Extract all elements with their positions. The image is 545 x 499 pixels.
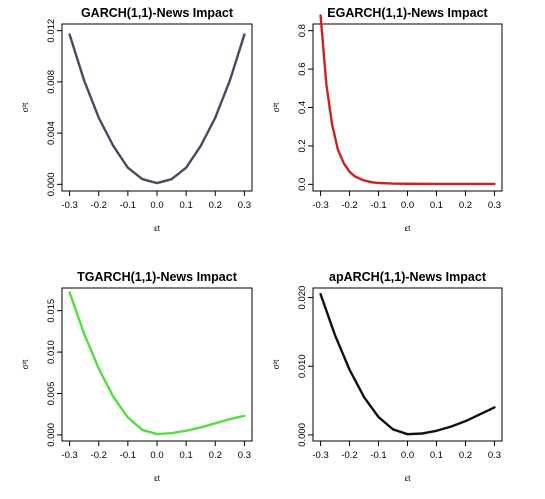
x-tick-label: 0.2 [209,200,222,211]
plot-frame [312,23,503,192]
y-tick-label: 0.008 [46,70,57,94]
series-line [319,14,496,186]
y-tick-label: 0.000 [297,423,308,447]
y-tick-label: 0.2 [297,139,308,152]
y-tick-label: 0.012 [46,19,57,43]
x-tick-label: 0.0 [401,200,414,211]
x-tick-label: -0.3 [61,200,77,211]
y-axis-label: σ²t [272,359,281,370]
x-tick-label: 0.2 [209,450,222,461]
series-line [319,292,496,436]
x-tick-label: -0.1 [370,200,386,211]
x-tick-label: 0.3 [238,200,251,211]
x-tick-label: -0.2 [91,200,107,211]
x-tick-label: 0.1 [430,200,443,211]
x-tick-label: -0.3 [312,200,328,211]
x-axis-label: εt [405,474,412,483]
y-tick-label: 0.005 [46,382,57,406]
y-axis-label: σ²t [21,359,30,370]
x-tick-label: 0.3 [488,200,501,211]
x-tick-label: -0.3 [61,450,77,461]
x-tick-label: -0.2 [341,200,357,211]
y-tick-label: 0.6 [297,62,308,75]
chart-title: apARCH(1,1)-News Impact [329,270,487,284]
y-tick-label: 0.010 [297,354,308,378]
chart-panel-1: GARCH(1,1)-News Impact -0.3 -0.2 -0.1 0.0 0.1… [21,6,253,233]
y-tick-label: 0.004 [46,121,57,145]
x-axis-label: εt [405,224,412,233]
chart-panel-3: TGARCH(1,1)-News Impact -0.3 -0.2 -0.1 0.0 0.… [21,270,253,483]
y-tick-label: 0.000 [46,423,57,447]
x-tick-label: 0.3 [238,450,251,461]
x-tick-label: -0.1 [120,450,136,461]
y-tick-label: 0.000 [46,172,57,196]
y-tick-label: 0.4 [297,101,308,114]
plot-frame [61,23,253,192]
chart-title: GARCH(1,1)-News Impact [81,6,234,20]
x-tick-label: -0.3 [312,450,328,461]
series-line [68,291,246,436]
x-tick-label: 0.1 [180,450,193,461]
chart-title: TGARCH(1,1)-News Impact [77,270,238,284]
y-axis-label: σ²t [21,102,30,113]
x-tick-label: -0.2 [341,450,357,461]
chart-panel-4: apARCH(1,1)-News Impact -0.3 -0.2 -0.1 0.0 0.… [272,270,503,483]
x-tick-label: 0.1 [430,450,443,461]
y-tick-label: 0.020 [297,286,308,310]
y-tick-label: 0.015 [46,299,57,323]
y-tick-label: 0.8 [297,24,308,37]
x-tick-label: 0.0 [401,450,414,461]
x-tick-label: -0.1 [120,200,136,211]
x-tick-label: -0.2 [91,450,107,461]
x-tick-label: -0.1 [370,450,386,461]
chart-title: EGARCH(1,1)-News Impact [327,6,488,20]
x-tick-label: 0.1 [180,200,193,211]
y-tick-label: 0.0 [297,178,308,191]
x-tick-label: 0.0 [150,200,163,211]
x-tick-label: 0.0 [150,450,163,461]
x-tick-label: 0.3 [488,450,501,461]
x-tick-label: 0.2 [459,200,472,211]
y-tick-label: 0.010 [46,340,57,364]
plot-frame [61,287,253,442]
x-tick-label: 0.2 [459,450,472,461]
chart-panel-2: EGARCH(1,1)-News Impact -0.3 -0.2 -0.1 0.0 0.… [272,6,503,233]
x-axis-label: εt [154,224,161,233]
series-line [68,33,246,185]
y-axis-label: σ²t [272,102,281,113]
x-axis-label: εt [154,474,161,483]
